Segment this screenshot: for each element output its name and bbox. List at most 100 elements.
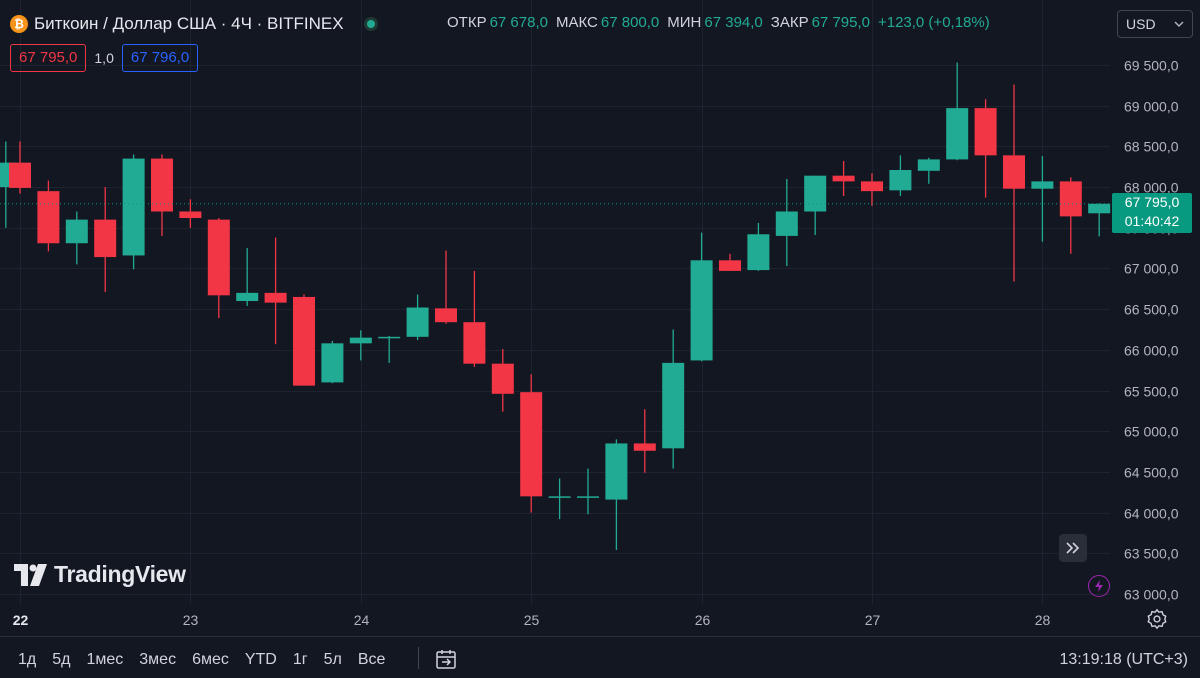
spread-value: 1,0 [94,50,114,66]
symbol-title[interactable]: Биткоин / Доллар США · 4Ч · BITFINEX [34,14,344,33]
high-value: 67 800,0 [600,14,660,31]
high-label: МАКС [555,14,598,31]
candle-bearish[interactable] [974,99,997,198]
range-6m[interactable]: 6мес [192,651,229,668]
candle-bullish[interactable] [122,154,145,270]
candle-bullish[interactable] [775,178,798,267]
tradingview-logo[interactable]: TradingView [14,561,186,588]
candle-bullish[interactable] [662,329,685,469]
candle-bearish[interactable] [463,270,486,367]
range-all[interactable]: Все [357,651,386,668]
candle-body [179,211,202,219]
range-ytd[interactable]: YTD [244,651,277,668]
range-1m[interactable]: 1мес [86,651,124,668]
candle-bearish[interactable] [832,161,855,197]
candle-bullish[interactable] [917,157,940,184]
candle-bearish[interactable] [9,141,31,194]
candle-bullish[interactable] [65,211,88,265]
last-price-label: 67 795,0 01:40:42 [1112,193,1192,233]
range-3m[interactable]: 3мес [139,651,177,668]
candle-body [264,292,287,303]
candle-bullish[interactable] [690,232,713,362]
time-tick-label: 27 [865,612,881,628]
close-value: 67 795,0 [811,14,870,31]
candle-body [1088,203,1111,214]
buy-button[interactable]: 67 796,0 [121,44,199,72]
candle-bullish[interactable] [236,248,259,306]
candle-bullish[interactable] [889,155,912,197]
candle-bearish[interactable] [435,250,457,324]
candle-bearish[interactable] [151,154,173,236]
candlestick-chart[interactable]: 69 500,069 000,068 500,068 000,067 500,0… [0,0,1200,636]
candle-body [974,108,997,156]
candle-bullish[interactable] [1031,156,1054,242]
candle-bearish[interactable] [264,237,287,345]
candle-body [804,175,827,212]
candle-bullish[interactable] [946,62,969,161]
candle-bearish[interactable] [207,218,230,319]
candle-bearish[interactable] [861,173,883,206]
candle-body [151,158,173,212]
candle-body [747,234,770,271]
candle-bullish[interactable] [605,439,628,551]
candle-body [577,496,599,498]
candle-bearish[interactable] [633,409,656,473]
candle-bullish[interactable] [1088,203,1111,237]
lightning-icon [1095,580,1103,592]
candle-bullish[interactable] [321,340,344,384]
candle-bullish[interactable] [349,330,372,361]
candle-body [861,181,883,192]
range-5y[interactable]: 5л [323,651,342,668]
price-tick-label: 66 000,0 [1124,343,1179,359]
price-tick-label: 63 500,0 [1124,546,1179,562]
range-1d[interactable]: 1д [18,651,37,668]
scroll-to-realtime-button[interactable] [1059,534,1087,562]
chart-clock[interactable]: 13:19:18 (UTC+3) [1059,651,1188,668]
price-tick-label: 65 500,0 [1124,384,1179,400]
candle-bullish[interactable] [577,468,599,515]
chevron-down-icon [1174,21,1184,27]
candle-bullish[interactable] [804,175,827,236]
candle-bullish[interactable] [378,336,401,363]
candle-bullish[interactable] [406,294,429,341]
candle-body [321,343,344,383]
candle-bullish[interactable] [548,478,571,520]
candle-body [605,443,628,500]
price-tick-label: 65 000,0 [1124,424,1179,440]
alert-button[interactable] [1088,575,1110,597]
sell-button[interactable]: 67 795,0 [10,44,87,72]
currency-select[interactable]: USD [1117,10,1193,38]
candle-bullish[interactable] [747,222,770,271]
candle-bearish[interactable] [37,180,60,252]
range-5d[interactable]: 5д [52,651,71,668]
price-tick-label: 68 500,0 [1124,139,1179,155]
range-1y[interactable]: 1г [292,651,308,668]
bottom-toolbar: 1д 5д 1мес 3мес 6мес YTD 1г 5л Все 13:19… [0,636,1200,678]
market-open-icon[interactable] [363,17,378,31]
candle-body [9,162,31,188]
candle-body [406,307,429,337]
symbol-header[interactable]: ₿ Биткоин / Доллар США · 4Ч · BITFINEX [10,12,378,36]
candle-bearish[interactable] [491,349,514,412]
price-tick-label: 69 500,0 [1124,58,1179,74]
candle-bearish[interactable] [719,253,741,271]
price-axis: 69 500,069 000,068 500,068 000,067 500,0… [1124,58,1179,603]
candle-body [207,219,230,296]
open-label: ОТКР [447,14,487,31]
candle-body [1003,155,1025,189]
candle-bearish[interactable] [293,294,315,386]
price-tick-label: 64 500,0 [1124,465,1179,481]
calendar-goto-icon[interactable] [434,647,458,671]
candle-body [775,211,798,236]
candle-bearish[interactable] [520,374,543,513]
candle-body [65,219,88,244]
candle-bearish[interactable] [179,199,202,228]
candle-body [520,392,543,497]
candle-bearish[interactable] [1003,84,1025,282]
candle-bearish[interactable] [1059,177,1082,254]
gear-icon[interactable] [1146,608,1168,630]
candle-body [548,496,571,498]
candle-bearish[interactable] [94,187,117,293]
candle-body [236,292,259,302]
currency-label: USD [1126,16,1156,32]
